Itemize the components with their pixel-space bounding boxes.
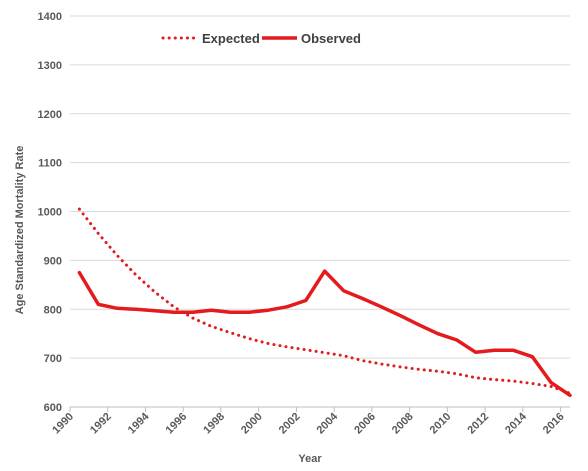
series-line-expected — [77, 207, 572, 395]
x-tick-label: 2002 — [277, 411, 303, 437]
x-tick-label: 2004 — [314, 410, 340, 436]
y-tick-label: 1000 — [38, 207, 62, 219]
y-tick-label: 1400 — [38, 11, 62, 23]
y-tick-label: 1300 — [38, 60, 62, 72]
x-tick-label: 1996 — [164, 411, 190, 437]
y-tick-label: 1200 — [38, 109, 62, 121]
series-line-observed — [77, 269, 572, 398]
x-tick-label: 1992 — [88, 411, 114, 437]
x-tick-label: 2012 — [465, 411, 491, 437]
x-tick-label: 2008 — [390, 411, 416, 437]
y-tick-label: 600 — [44, 402, 62, 414]
x-tick-label: 1994 — [126, 410, 152, 436]
x-axis: 1990 1992 1994 1996 1998 2000 2002 2004 2006 2008… — [50, 406, 570, 437]
y-tick-label: 800 — [44, 304, 62, 316]
y-tick-label: 1100 — [38, 158, 62, 170]
x-tick-label: 2016 — [541, 411, 567, 437]
y-tick-label: 900 — [44, 255, 62, 267]
y-tick-label: 700 — [44, 353, 62, 365]
gridlines — [70, 15, 570, 359]
legend: Expected Observed — [161, 31, 361, 46]
x-tick-label: 2006 — [352, 411, 378, 437]
x-tick-label: 2010 — [428, 411, 454, 437]
series-lines — [77, 207, 572, 398]
legend-label-expected: Expected — [202, 31, 260, 46]
y-axis-ticks: 600 700 800 900 1000 1100 1200 1300 1400 — [38, 11, 62, 414]
x-tick-label: 2000 — [239, 411, 265, 437]
legend-label-observed: Observed — [301, 31, 361, 46]
x-tick-label: 1998 — [201, 411, 227, 437]
y-axis-title: Age Standardized Mortality Rate — [14, 146, 26, 315]
x-axis-title: Year — [298, 453, 322, 465]
x-tick-label: 2014 — [503, 410, 529, 436]
x-tick-label: 1990 — [50, 411, 76, 437]
